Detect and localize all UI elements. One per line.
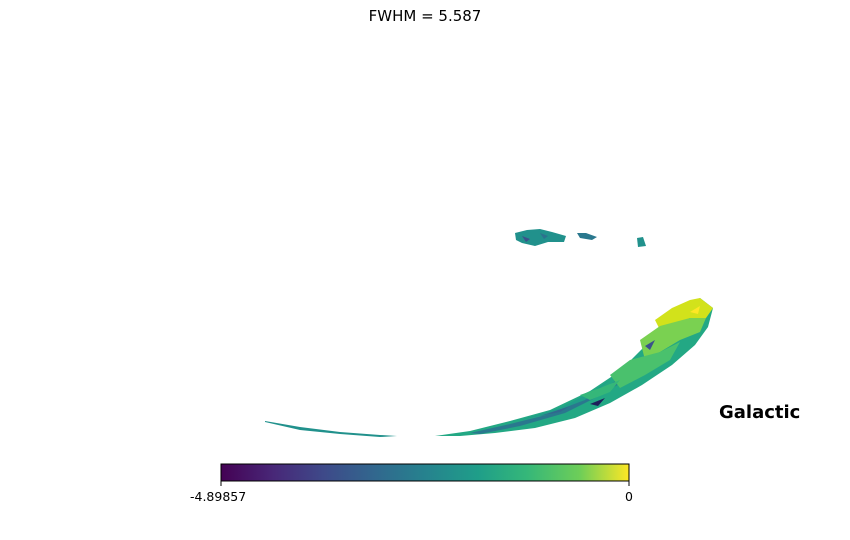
chart-title: FWHM = 5.587 <box>368 7 482 25</box>
data-arc <box>435 298 713 436</box>
edge-line <box>265 421 397 437</box>
coordinate-system-label: Galactic <box>719 402 801 423</box>
upper-patches <box>515 229 646 247</box>
colorbar-max-label: 0 <box>625 489 633 504</box>
colorbar-min-label: -4.89857 <box>190 489 247 504</box>
colorbar <box>220 463 630 482</box>
